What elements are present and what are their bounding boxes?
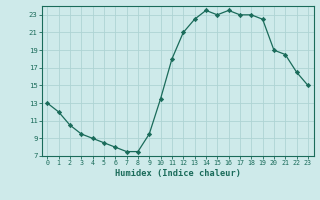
- X-axis label: Humidex (Indice chaleur): Humidex (Indice chaleur): [115, 169, 241, 178]
